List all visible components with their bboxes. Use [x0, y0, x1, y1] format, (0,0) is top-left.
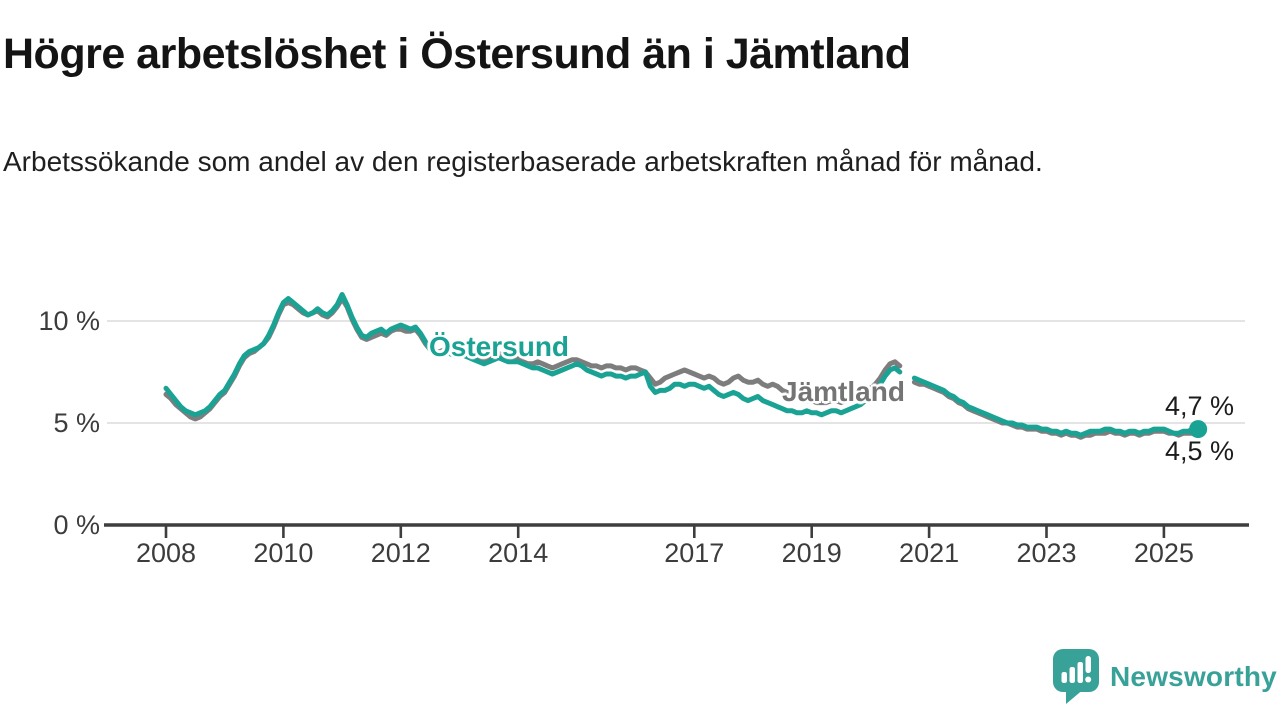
x-tick-label: 2017 [664, 538, 725, 568]
x-tick-label: 2012 [370, 538, 431, 568]
x-tick-label: 2010 [253, 538, 314, 568]
series-line-ostersund [163, 292, 1201, 438]
series-line-jamtland [163, 296, 1201, 440]
end-point-marker [1189, 420, 1208, 439]
x-tick-label: 2019 [781, 538, 842, 568]
end-value-jamtland: 4,5 % [1165, 436, 1235, 466]
chart-subtitle: Arbetssökande som andel av den registerb… [3, 146, 1043, 177]
x-tick-label: 2023 [1016, 538, 1077, 568]
newsworthy-logo-icon [1053, 649, 1099, 704]
y-tick-label: 5 % [53, 408, 100, 438]
newsworthy-logo: Newsworthy [1052, 648, 1277, 705]
newsworthy-logo-text: Newsworthy [1110, 660, 1277, 692]
x-tick-label: 2025 [1133, 538, 1194, 568]
end-value-ostersund: 4,7 % [1165, 391, 1235, 421]
x-tick-label: 2014 [488, 538, 549, 568]
y-tick-label: 0 % [53, 510, 100, 540]
y-tick-label: 10 % [38, 306, 100, 336]
x-tick-label: 2008 [135, 538, 197, 568]
chart-title: Högre arbetslöshet i Östersund än i Jämt… [3, 30, 911, 78]
series-label-jamtland: Jämtland [782, 376, 905, 407]
x-tick-label: 2021 [899, 538, 960, 568]
series-label-ostersund: Östersund [429, 331, 570, 362]
